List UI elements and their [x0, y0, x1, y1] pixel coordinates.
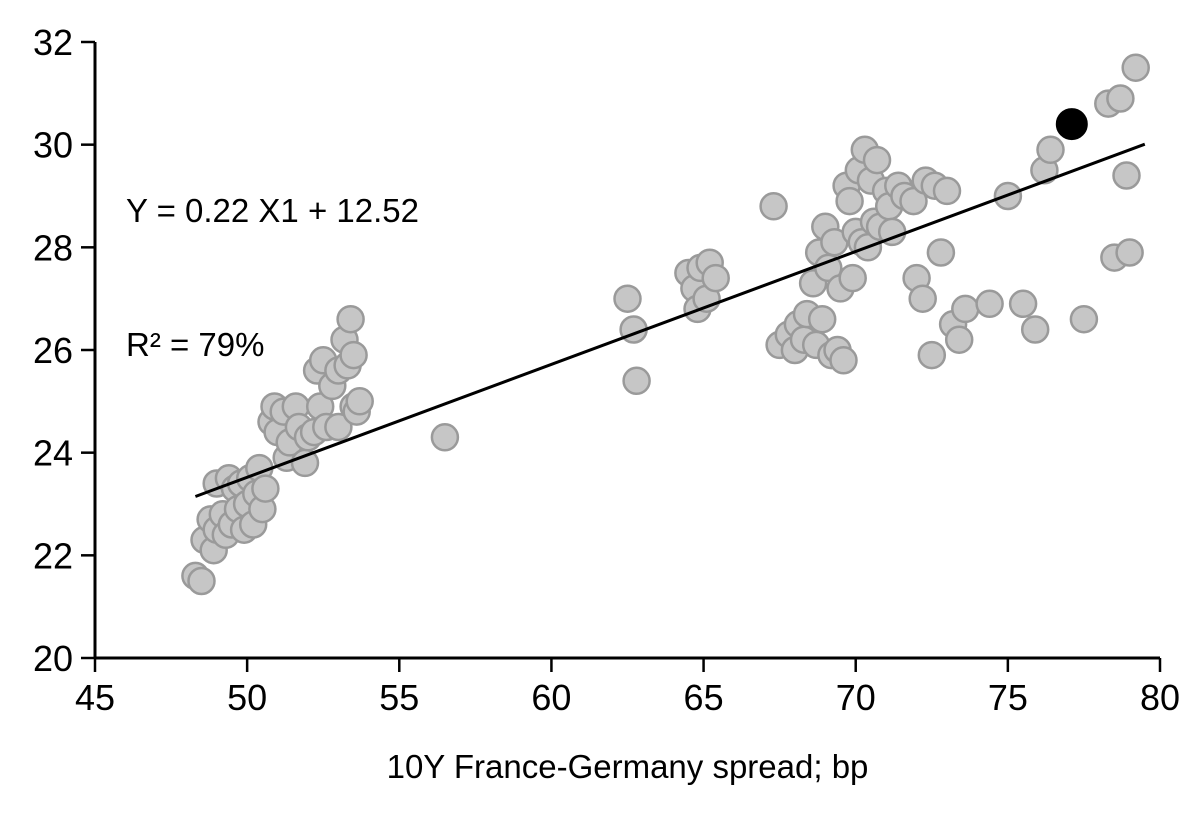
data-point — [932, 176, 962, 206]
data-point — [1106, 84, 1135, 113]
r-squared-value: R² = 79% — [126, 325, 265, 363]
data-point — [975, 289, 1004, 319]
data-point — [862, 145, 892, 175]
data-point — [1069, 304, 1099, 334]
y-tick-label: 26 — [33, 330, 73, 371]
data-point — [1121, 53, 1150, 82]
x-tick-label: 80 — [1140, 677, 1180, 718]
data-point — [908, 284, 937, 313]
data-point — [944, 325, 974, 354]
data-point — [1036, 135, 1065, 165]
data-point — [430, 423, 460, 452]
data-point — [251, 474, 280, 503]
data-point — [187, 566, 216, 596]
data-point — [1008, 289, 1038, 319]
data-point — [838, 263, 867, 293]
data-point — [917, 340, 947, 370]
x-tick-label: 55 — [379, 677, 419, 718]
regression-annotation: Y = 0.22 X1 + 12.52 R² = 79% — [126, 100, 419, 456]
x-tick-label: 75 — [988, 677, 1028, 718]
y-tick-label: 20 — [33, 638, 73, 679]
highlighted-data-point — [1055, 108, 1088, 141]
data-point — [1020, 315, 1050, 344]
data-point — [899, 186, 928, 216]
data-point — [759, 192, 788, 221]
data-point — [339, 340, 368, 370]
y-tick-label: 24 — [33, 433, 73, 474]
data-point — [951, 294, 980, 324]
x-tick-label: 50 — [227, 677, 267, 718]
data-point — [613, 284, 642, 313]
y-tick-label: 32 — [33, 22, 73, 63]
x-tick-label: 45 — [75, 677, 115, 718]
trendline — [194, 142, 1146, 498]
data-point — [1112, 161, 1141, 190]
x-tick-label: 60 — [531, 677, 571, 718]
x-axis-title: 10Y France-Germany spread; bp — [386, 748, 869, 785]
x-tick-label: 70 — [836, 677, 876, 718]
data-point — [701, 263, 730, 293]
data-point — [829, 346, 858, 375]
y-tick-label: 28 — [33, 227, 73, 268]
data-point — [1115, 238, 1144, 267]
data-point — [835, 186, 864, 216]
data-point — [345, 387, 374, 416]
regression-equation: Y = 0.22 X1 + 12.52 — [126, 192, 419, 230]
data-point — [324, 412, 353, 442]
data-point — [622, 366, 651, 396]
y-tick-label: 30 — [33, 125, 73, 166]
data-point — [807, 304, 837, 334]
x-tick-label: 65 — [684, 677, 724, 718]
data-point — [336, 304, 365, 334]
data-point — [926, 238, 956, 267]
y-tick-label: 22 — [33, 535, 73, 576]
